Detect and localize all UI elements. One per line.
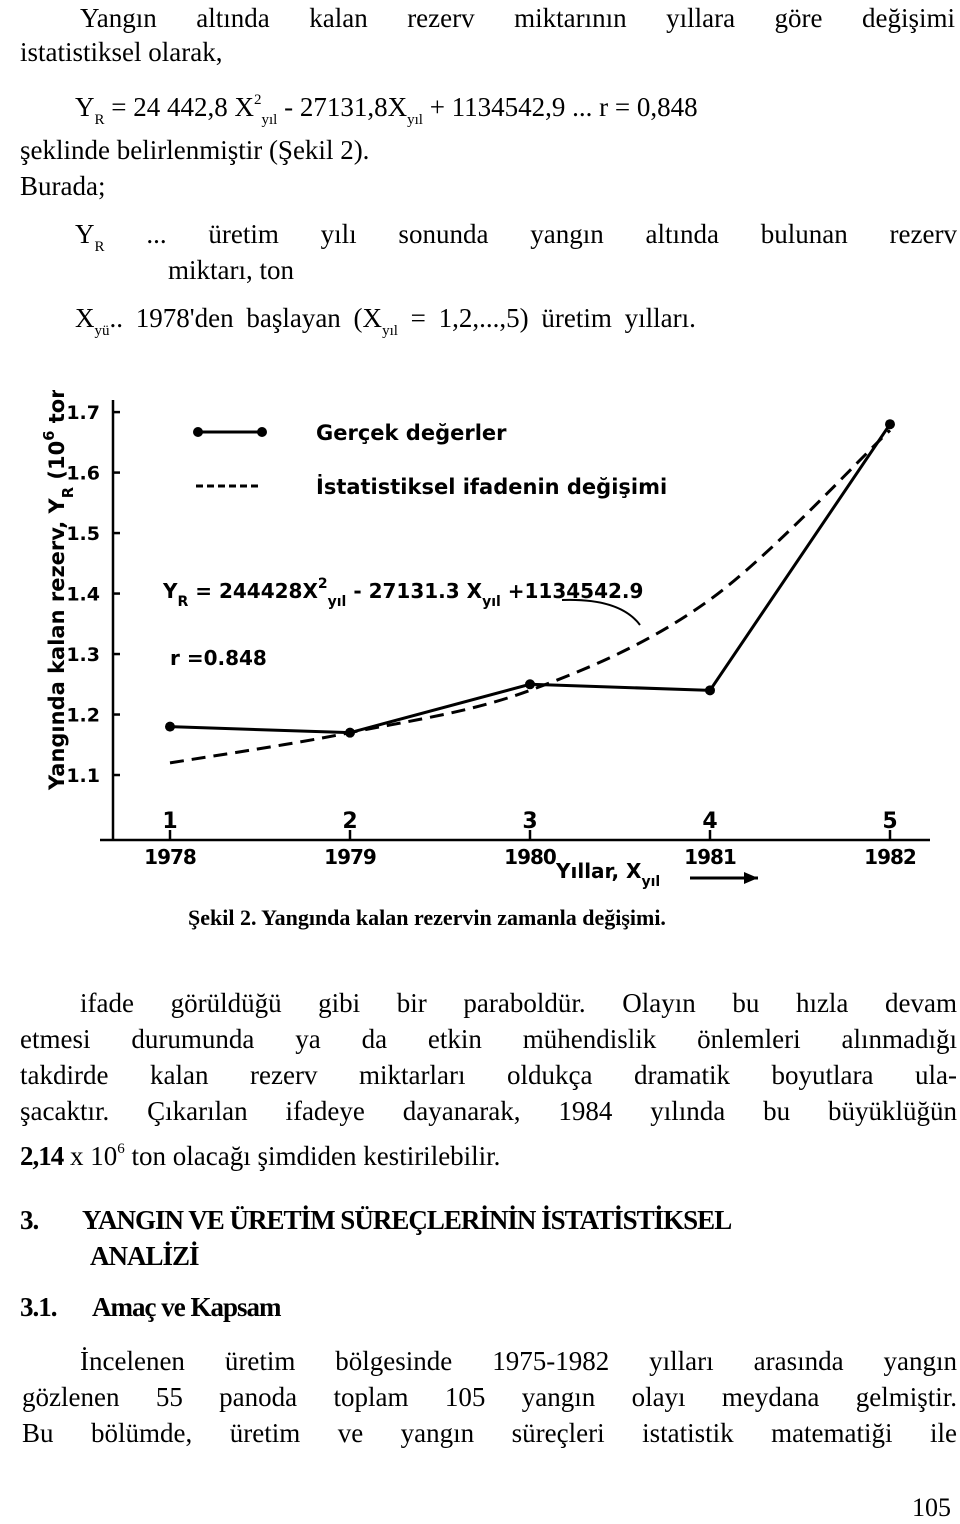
section-title: ANALİZİ — [90, 1241, 200, 1271]
x-tick-label: 4 — [702, 809, 717, 834]
text: ton) — [45, 390, 69, 431]
text: = 1,2,...,5) üretim yılları. — [397, 303, 696, 333]
text: Yangında kalan rezerv, Y — [45, 497, 69, 791]
text-line: ifade görüldüğü gibi bir paraboldür. Ola… — [80, 988, 957, 1018]
text-line: Bu bölümde, üretim ve yangın süreçleri i… — [22, 1418, 957, 1448]
text-line: etmesi durumunda ya da etkin mühendislik… — [20, 1024, 957, 1054]
data-point — [165, 721, 175, 732]
subscript: R — [60, 486, 77, 498]
text-line: miktarı, ton — [168, 255, 294, 285]
text: - 27131,8X — [277, 92, 408, 122]
subscript: yü — [94, 323, 110, 339]
data-point — [885, 419, 895, 430]
data-point — [705, 685, 715, 696]
year-label: 1981 — [684, 845, 736, 869]
x-tick-label: 2 — [342, 809, 357, 834]
subsection-title: Amaç ve Kapsam — [92, 1292, 281, 1322]
subscript: R — [94, 239, 105, 255]
figure-caption: Şekil 2. Yangında kalan rezervin zamanla… — [188, 905, 666, 930]
formula: YR = 24 442,8 X2 yıl - 27131,8Xyıl + 1134… — [75, 84, 698, 136]
y-tick-label: 1.3 — [66, 644, 100, 666]
data-point — [525, 679, 535, 690]
text: .. 1978'den başlayan (X — [109, 303, 383, 333]
text: = 24 442,8 X — [104, 92, 254, 122]
subscript: R — [94, 112, 105, 128]
page-number: 105 — [912, 1493, 951, 1522]
x-tick-label: 5 — [882, 809, 897, 834]
correlation-label: r =0.848 — [170, 646, 267, 670]
rich-text: YR​ = 244428X2​yıl​ - 27131.3 Xyıl​ +113… — [162, 576, 643, 610]
text-line: Burada; — [20, 171, 106, 201]
text: Y — [75, 219, 95, 249]
year-label: 1978 — [144, 845, 196, 869]
text-line: şeklinde belirlenmiştir (Şekil 2). — [20, 135, 370, 165]
text: 2,14 — [20, 1141, 64, 1171]
fit-curve — [169, 429, 892, 765]
subscript: yıl — [407, 112, 423, 128]
subscript: yıl — [328, 594, 347, 610]
text: Y — [162, 579, 178, 603]
y-tick-label: 1.6 — [66, 463, 100, 485]
text: + 1134542,9 ... r = 0,848 — [422, 92, 698, 122]
y-tick-label: 1.5 — [66, 523, 100, 545]
y-tick-label: 1.4 — [66, 584, 100, 606]
text: ton olacağı şimdiden kestirilebilir. — [124, 1141, 501, 1171]
subscript: yıl — [641, 874, 660, 890]
arrow-head — [744, 872, 758, 884]
subscript: yıl — [382, 323, 398, 339]
text-line: takdirde kalan rezerv miktarları oldukça… — [20, 1060, 957, 1090]
definition: Xyü.. 1978'den başlayan (Xyıl = 1,2,...,… — [75, 302, 696, 347]
y-tick-label: 1.1 — [66, 765, 100, 787]
rich-text: Yangında kalan rezerv, YR​ (106​ ton) — [41, 390, 78, 791]
year-label: 1980 — [504, 845, 556, 869]
text: (10 — [45, 441, 69, 487]
text: Y — [75, 92, 95, 122]
x-tick-label: 3 — [522, 809, 537, 834]
superscript: 2 — [254, 92, 262, 108]
text-line: gözlenen 55 panoda toplam 105 yangın ola… — [22, 1382, 957, 1412]
y-tick-label: 1.2 — [66, 705, 100, 727]
text: - 27131.3 X — [346, 579, 482, 603]
text-line: Yangın altında kalan rezerv miktarının y… — [80, 3, 955, 33]
text: x 10 — [63, 1141, 118, 1171]
year-label: 1982 — [864, 845, 916, 869]
chart: 1.1 1.2 1.3 1.4 1.5 1.6 1.7 1 1978 2 1979 3 1980 4 198… — [41, 390, 930, 890]
text-line: 2,14 x 106 ton olacağı şimdiden kestiril… — [20, 1133, 500, 1172]
text: ... üretim yılı sonunda yangın altında b… — [146, 219, 957, 249]
x-tick-label: 1 — [162, 809, 177, 834]
subscript: yıl — [482, 594, 501, 610]
y-tick-label: 1.7 — [66, 402, 100, 424]
subsection-number: 3.1. — [20, 1292, 57, 1322]
year-label: 1979 — [324, 845, 376, 869]
section-title: YANGIN VE ÜRETİM SÜREÇLERİNİN İSTATİSTİK… — [82, 1205, 732, 1235]
pointer — [561, 598, 641, 626]
text-line: şacaktır. Çıkarılan ifadeye dayanarak, 1… — [20, 1096, 957, 1126]
subscript: yıl — [261, 112, 278, 128]
legend-label: İstatistiksel ifadenin değişimi — [316, 474, 667, 499]
text: X — [75, 303, 95, 333]
superscript: 6 — [41, 431, 58, 441]
legend-label: Gerçek değerler — [316, 421, 507, 445]
legend-marker — [257, 427, 267, 437]
rich-text: Yıllar, Xyıl​ — [555, 859, 660, 890]
subscript: R — [177, 594, 188, 610]
text-line: istatistiksel olarak, — [20, 37, 223, 67]
legend-marker — [193, 427, 203, 437]
superscript: 2 — [318, 576, 328, 592]
text-line: İncelenen üretim bölgesinde 1975-1982 yı… — [80, 1346, 957, 1376]
text: = 244428X — [188, 579, 318, 603]
superscript: 6 — [117, 1141, 125, 1157]
definition: YR ... üretim yılı sonunda yangın altınd… — [75, 218, 957, 263]
text: Yıllar, X — [555, 859, 642, 883]
section-number: 3. — [20, 1205, 39, 1235]
